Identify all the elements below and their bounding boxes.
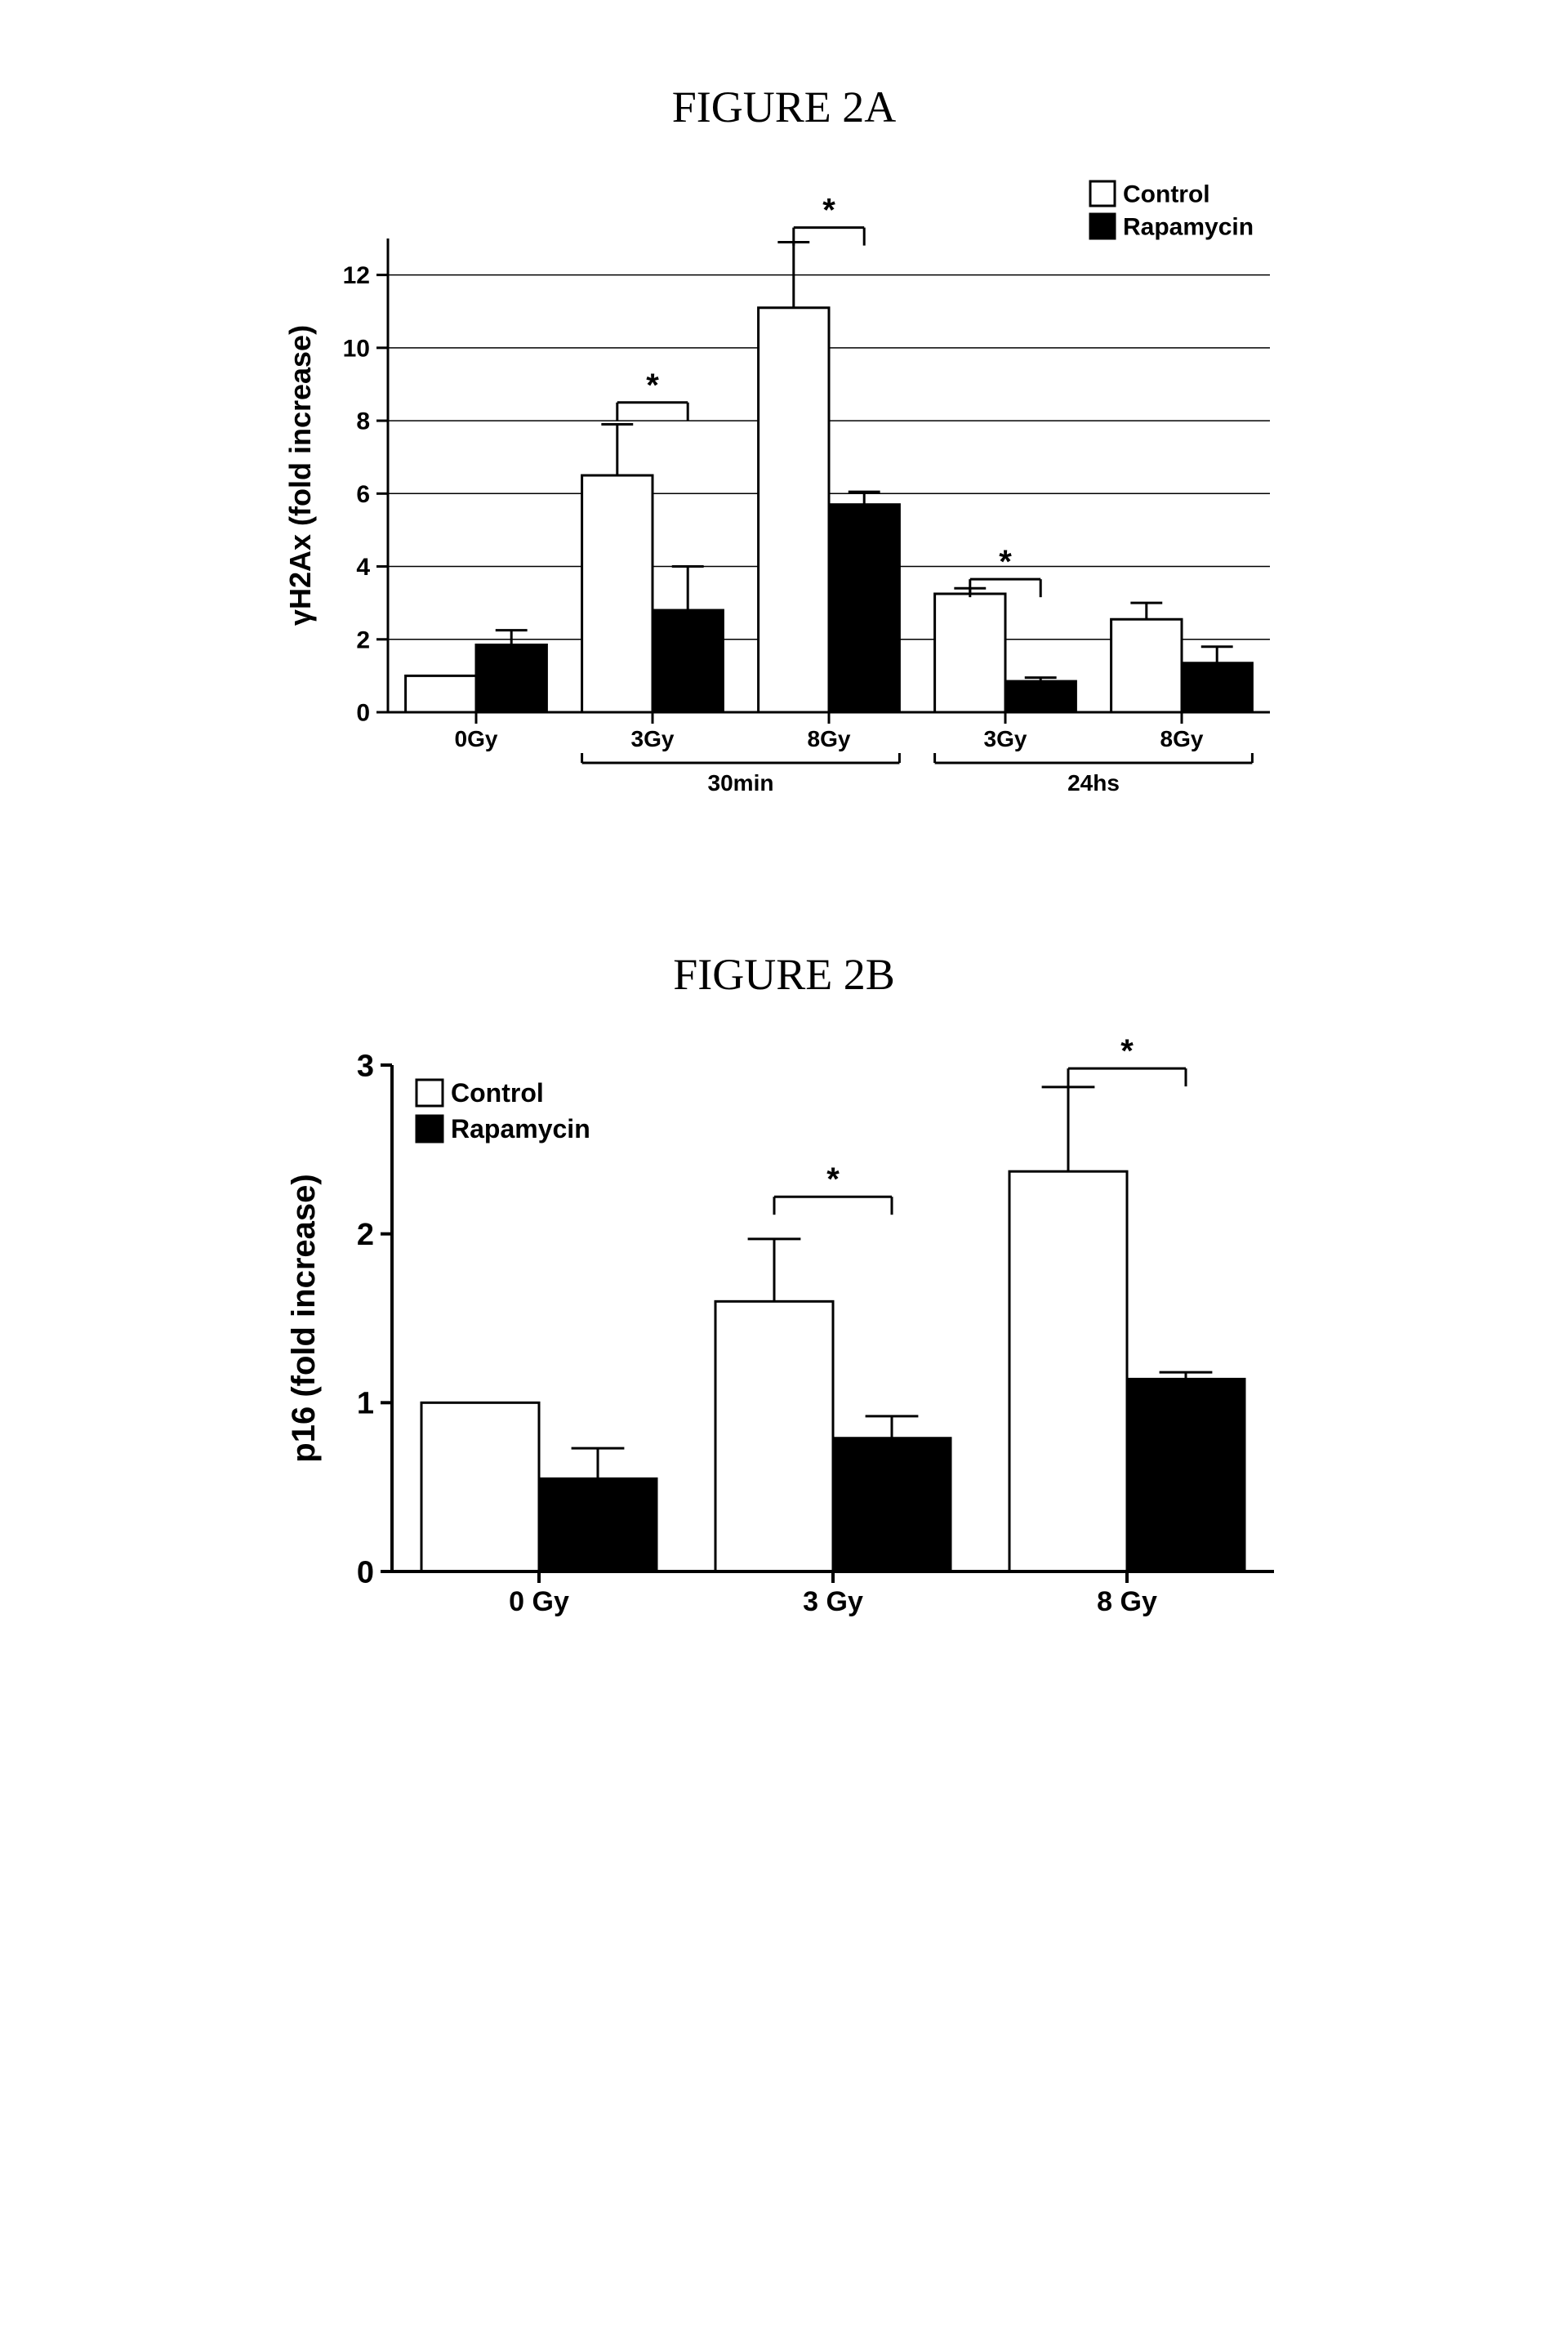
svg-text:2: 2 [356,626,370,653]
figure-a-panel: * * * 0 2 4 6 8 10 12 γH2Ax (fold increase) 0Gy 3Gy 8… [253,165,1315,851]
figure-b-chart: * * 0 1 2 3 p16 (fold increase) 0 Gy 3 Gy 8 Gy Con… [261,1032,1307,1661]
svg-text:4: 4 [356,554,370,581]
svg-text:2: 2 [357,1218,374,1252]
svg-text:3Gy: 3Gy [984,726,1027,751]
svg-text:1: 1 [357,1387,374,1421]
svg-text:Rapamycin: Rapamycin [451,1114,590,1143]
svg-text:8Gy: 8Gy [1160,726,1204,751]
svg-text:0: 0 [356,700,370,727]
figure-a-title: FIGURE 2A [253,82,1315,132]
svg-text:*: * [646,368,659,403]
figure-a-chart: * * * 0 2 4 6 8 10 12 γH2Ax (fold increase) 0Gy 3Gy 8… [265,165,1303,851]
svg-text:Control: Control [451,1078,544,1108]
svg-text:8: 8 [356,408,370,435]
svg-text:3: 3 [357,1049,374,1083]
svg-text:Control: Control [1123,181,1210,208]
svg-text:0: 0 [357,1555,374,1589]
svg-text:8 Gy: 8 Gy [1097,1586,1157,1617]
svg-text:γH2Ax (fold increase): γH2Ax (fold increase) [283,325,317,626]
figure-b-title: FIGURE 2B [253,949,1315,1000]
svg-text:3Gy: 3Gy [631,726,675,751]
svg-text:0Gy: 0Gy [455,726,498,751]
svg-text:10: 10 [343,335,370,362]
svg-text:3 Gy: 3 Gy [803,1586,863,1617]
svg-text:p16 (fold increase): p16 (fold increase) [286,1174,322,1462]
svg-text:0 Gy: 0 Gy [509,1586,569,1617]
svg-text:12: 12 [343,262,370,289]
svg-text:8Gy: 8Gy [808,726,851,751]
svg-text:*: * [1120,1033,1134,1069]
svg-text:6: 6 [356,481,370,508]
svg-text:30min: 30min [708,770,774,796]
figure-b-panel: * * 0 1 2 3 p16 (fold increase) 0 Gy 3 Gy 8 Gy Con… [253,1032,1315,1661]
svg-text:Rapamycin: Rapamycin [1123,214,1254,241]
svg-text:*: * [822,193,835,229]
svg-text:*: * [999,544,1012,580]
svg-text:24hs: 24hs [1067,770,1120,796]
svg-text:*: * [826,1161,840,1197]
